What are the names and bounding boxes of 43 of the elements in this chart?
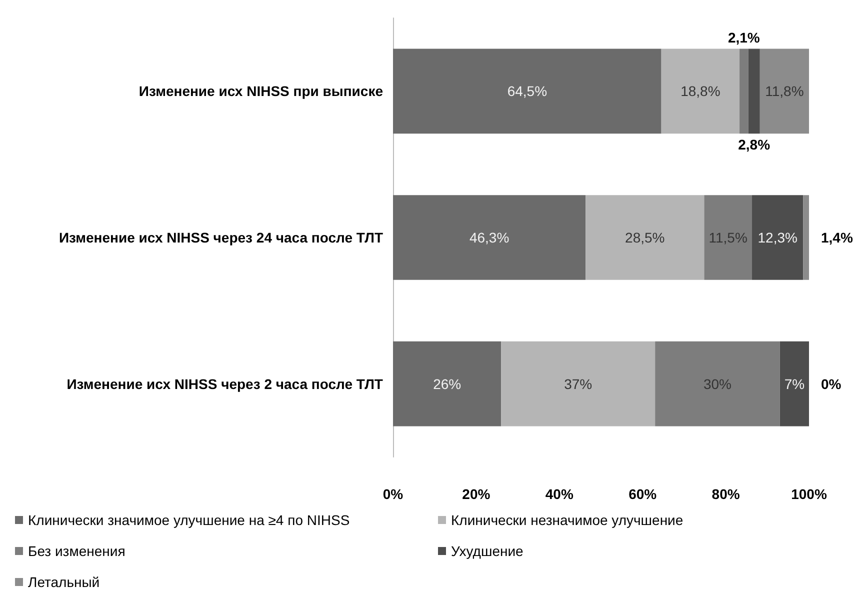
bar <box>586 195 704 280</box>
data-label: 11,8% <box>765 83 804 100</box>
x-tick-label: 100% <box>791 486 828 502</box>
bar <box>655 341 780 426</box>
legend-label: Без изменения <box>28 543 126 559</box>
x-tick-label: 40% <box>545 486 574 502</box>
y-tick-label: Изменение исх NIHSS через 2 часа после ТЛТ <box>66 376 384 392</box>
legend-label: Летальный <box>28 574 100 590</box>
bar <box>393 195 586 280</box>
bar <box>661 48 740 134</box>
data-label: 18,8% <box>680 83 720 100</box>
y-tick-label: Изменение исх NIHSS при выписке <box>138 83 384 100</box>
bar <box>501 341 656 426</box>
data-label: 0% <box>821 376 842 392</box>
data-label: 37% <box>564 376 592 392</box>
x-tick-label: 20% <box>462 486 491 502</box>
x-tick-label: 60% <box>628 486 658 502</box>
bar <box>780 341 809 426</box>
x-tick-label: 80% <box>712 486 740 502</box>
y-tick-label: Изменение исх NIHSS через 24 часа после ТЛТ <box>58 230 384 246</box>
bar <box>748 48 760 134</box>
x-tick-label: 0% <box>382 486 404 502</box>
legend-label: Клинически значимое улучшение на ≥4 по NIHSS <box>28 512 350 528</box>
bar <box>803 195 809 280</box>
data-label: 2,8% <box>738 136 771 153</box>
data-label: 46,3% <box>469 230 510 246</box>
data-label: 26% <box>433 376 462 392</box>
data-label: 7% <box>784 376 805 392</box>
bar <box>704 195 752 280</box>
bar <box>393 48 662 134</box>
data-label: 2,1% <box>728 30 760 46</box>
data-label: 11,5% <box>708 230 748 246</box>
legend-label: Ухудшение <box>451 543 524 559</box>
bar <box>752 195 804 280</box>
data-label: 64,5% <box>507 83 548 100</box>
bar <box>760 48 809 134</box>
bar <box>740 48 748 134</box>
data-label: 28,5% <box>625 230 665 246</box>
bar <box>393 341 502 426</box>
data-label: 12,3% <box>758 230 798 246</box>
data-label: 30% <box>703 376 732 392</box>
data-label: 1,4% <box>821 230 854 246</box>
legend-label: Клинически незначимое улучшение <box>451 512 684 528</box>
